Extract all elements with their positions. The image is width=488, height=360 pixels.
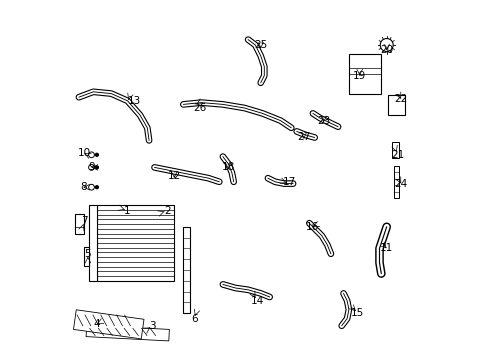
Bar (86, 325, 169, 341)
Bar (97, 205, 174, 281)
Text: 11: 11 (379, 243, 392, 253)
Text: 5: 5 (84, 249, 91, 259)
Text: 8: 8 (80, 182, 86, 192)
Text: 6: 6 (190, 314, 197, 324)
Text: 17: 17 (282, 177, 296, 187)
Text: 9: 9 (88, 162, 95, 172)
Text: 21: 21 (390, 150, 403, 160)
Text: 10: 10 (78, 148, 91, 158)
Bar (391, 142, 399, 158)
Bar (183, 227, 189, 313)
Text: 4: 4 (93, 319, 100, 329)
Text: 1: 1 (124, 206, 131, 216)
Text: 26: 26 (192, 103, 206, 113)
Bar (84, 247, 88, 266)
Text: 15: 15 (350, 308, 364, 318)
Text: 7: 7 (81, 216, 87, 226)
Bar (348, 54, 381, 94)
FancyArrowPatch shape (92, 326, 162, 334)
Text: 20: 20 (379, 45, 392, 55)
Text: 22: 22 (394, 94, 407, 104)
FancyBboxPatch shape (75, 214, 84, 234)
Bar (387, 95, 404, 115)
Circle shape (88, 165, 94, 170)
Circle shape (95, 166, 98, 169)
Text: 13: 13 (128, 96, 141, 106)
Circle shape (88, 184, 94, 190)
Bar (89, 205, 97, 281)
Text: 2: 2 (163, 206, 170, 216)
Bar (393, 166, 399, 198)
Bar (73, 310, 143, 339)
Text: 27: 27 (297, 132, 310, 142)
Text: 12: 12 (167, 171, 181, 181)
Circle shape (95, 153, 98, 156)
Text: 16: 16 (305, 222, 319, 232)
Circle shape (95, 186, 98, 189)
Text: 18: 18 (221, 162, 234, 172)
Circle shape (88, 152, 94, 158)
Text: 14: 14 (250, 296, 263, 306)
Text: 19: 19 (352, 71, 366, 81)
Text: 24: 24 (394, 179, 407, 189)
Text: 3: 3 (149, 321, 156, 331)
Text: 23: 23 (316, 116, 330, 126)
Text: 25: 25 (254, 40, 267, 50)
Circle shape (380, 39, 392, 51)
